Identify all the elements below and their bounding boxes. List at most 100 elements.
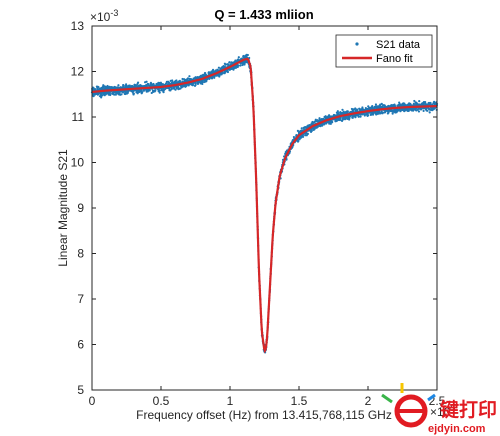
s21-data-point <box>148 89 151 92</box>
s21-data-point <box>428 111 431 114</box>
y-tick-label: 7 <box>77 292 84 306</box>
watermark-brand: 键打印 <box>439 398 497 421</box>
s21-data-point <box>346 110 349 113</box>
s21-data-point <box>175 79 178 82</box>
y-tick-label: 5 <box>77 383 84 397</box>
s21-data-point <box>426 109 429 112</box>
s21-data-point <box>246 53 249 57</box>
legend: S21 data Fano fit <box>335 34 433 68</box>
s21-data-point <box>336 110 339 113</box>
s21-data-point <box>97 85 100 89</box>
s21-data-point <box>113 93 116 96</box>
s21-data-point <box>154 89 157 92</box>
x-tick-label: 0.5 <box>153 394 170 408</box>
s21-data-point <box>118 91 121 94</box>
s21-data-point <box>417 110 421 113</box>
x-tick-label: 2 <box>365 394 372 408</box>
s21-data-point <box>194 83 197 87</box>
s21-data-point <box>237 56 240 59</box>
s21-data-point <box>226 70 230 74</box>
s21-data-point <box>331 121 334 124</box>
s21-data-point <box>413 99 416 103</box>
y-tick-label: 10 <box>71 156 85 170</box>
x-tick-label: 1 <box>227 394 234 408</box>
s21-data-point <box>367 114 370 117</box>
s21-data-point <box>371 107 374 110</box>
s21-data-point <box>304 134 307 137</box>
s21-data-point <box>92 86 95 89</box>
s21-data-point <box>377 112 380 115</box>
s21-data-point <box>170 87 173 91</box>
x-axis-label: Frequency offset (Hz) from 13.415,768,11… <box>136 408 392 422</box>
s21-data-point <box>120 93 123 96</box>
s21-data-point <box>363 114 366 117</box>
s21-data-point <box>188 75 191 78</box>
s21-data-point <box>391 112 394 115</box>
s21-data-point <box>199 82 202 85</box>
legend-marker-s21 <box>355 42 359 46</box>
watermark-blue-spark <box>427 393 436 402</box>
data-layer <box>90 53 439 354</box>
s21-data-point <box>302 133 305 136</box>
s21-data-point <box>217 66 220 69</box>
s21-data-point <box>221 72 224 75</box>
s21-data-point <box>407 109 410 113</box>
s21-data-point <box>218 73 221 76</box>
x-exponent: ×105 <box>430 403 455 419</box>
s21-data-point <box>422 109 425 113</box>
s21-data-point <box>124 90 128 93</box>
s21-data-point <box>213 76 216 79</box>
y-tick-label: 12 <box>71 65 85 79</box>
s21-data-point <box>432 100 436 103</box>
fano-fit-line <box>91 57 438 354</box>
s21-data-point <box>424 101 427 104</box>
s21-data-point <box>158 91 161 94</box>
s21-data-point <box>351 116 354 119</box>
s21-data-point <box>301 135 305 138</box>
s21-data-point <box>354 107 357 110</box>
s21-data-point <box>429 101 432 105</box>
s21-data-point <box>194 82 197 85</box>
s21-data-point <box>243 63 246 66</box>
y-tick-label: 6 <box>77 338 84 352</box>
s21-data-point <box>117 84 120 87</box>
s21-data-point <box>204 72 207 75</box>
s21-data-point <box>300 127 303 130</box>
s21-data-point <box>361 106 364 109</box>
s21-data-point <box>228 61 231 64</box>
s21-data-point <box>169 89 172 92</box>
s21-data-point <box>359 115 362 118</box>
s21-data-point <box>202 73 205 76</box>
y-axis-label: Linear Magnitude S21 <box>56 149 70 267</box>
s21-data-point <box>374 103 378 106</box>
s21-data-point <box>399 109 402 112</box>
s21-data-point <box>378 110 381 113</box>
s21-data-point <box>387 111 390 114</box>
s21-data-point <box>318 117 321 120</box>
y-tick-label: 11 <box>72 110 85 124</box>
s21-data-point <box>167 81 171 84</box>
s21-data-point <box>171 79 174 82</box>
s21-data-point <box>132 92 135 95</box>
y-tick-label: 13 <box>71 19 85 33</box>
s21-data-point <box>186 77 190 80</box>
s21-data-point <box>357 115 360 118</box>
watermark-url: ejdyin.com <box>428 423 486 435</box>
s21-data-point <box>114 93 117 96</box>
s21-data-point <box>403 102 406 105</box>
s21-data-point <box>100 96 103 99</box>
legend-box <box>335 34 433 68</box>
x-tick-label: 0 <box>89 394 96 408</box>
s21-data-point <box>237 64 240 67</box>
s21-data-point <box>418 100 421 103</box>
s21-data-point <box>158 89 161 92</box>
s21-data-point <box>348 117 351 120</box>
legend-label-s21: S21 data <box>376 39 421 51</box>
s21-data-point <box>145 80 148 83</box>
s21-data-point <box>109 93 112 96</box>
chart-title: Q = 1.433 mliion <box>214 7 313 22</box>
s21-data-point <box>306 132 309 136</box>
s21-data-point <box>162 91 165 94</box>
s21-data-point <box>136 81 140 84</box>
